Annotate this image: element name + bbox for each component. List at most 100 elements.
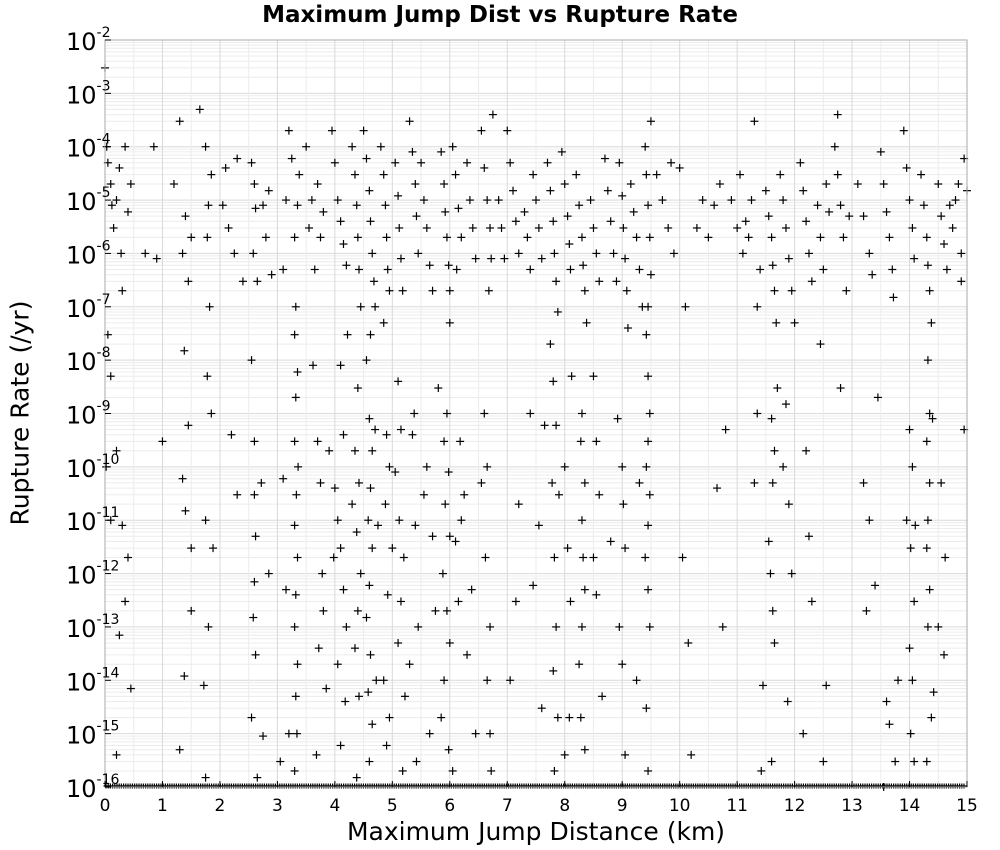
- data-point: [431, 606, 440, 615]
- data-point: [187, 233, 196, 242]
- data-point: [757, 766, 766, 775]
- data-point: [644, 437, 653, 446]
- data-point: [471, 729, 480, 738]
- data-point: [313, 437, 322, 446]
- x-tick-label: 10: [669, 796, 691, 816]
- data-point: [291, 692, 300, 701]
- data-point: [579, 553, 588, 562]
- data-point: [201, 516, 210, 525]
- data-point: [467, 585, 476, 594]
- data-point: [603, 186, 612, 195]
- data-point: [908, 223, 917, 232]
- data-point: [550, 553, 559, 562]
- data-point: [385, 713, 394, 722]
- data-point: [779, 196, 788, 205]
- data-point: [613, 414, 622, 423]
- data-point: [422, 462, 431, 471]
- data-point: [350, 446, 359, 455]
- data-point: [410, 409, 419, 418]
- data-point: [642, 170, 651, 179]
- data-point: [553, 307, 562, 316]
- data-point: [642, 330, 651, 339]
- data-point: [652, 170, 661, 179]
- data-point: [565, 713, 574, 722]
- data-point: [753, 302, 762, 311]
- data-point: [830, 142, 839, 151]
- data-point: [927, 713, 936, 722]
- data-point: [644, 372, 653, 381]
- data-point: [822, 681, 831, 690]
- y-tick-label: 10-9: [66, 399, 111, 430]
- data-point: [395, 516, 404, 525]
- data-point: [741, 217, 750, 226]
- data-point: [606, 217, 615, 226]
- data-point: [550, 766, 559, 775]
- data-point: [902, 163, 911, 172]
- data-point: [187, 606, 196, 615]
- data-point: [761, 186, 770, 195]
- data-point: [302, 142, 311, 151]
- data-point: [440, 180, 449, 189]
- data-point: [109, 223, 118, 232]
- data-point: [923, 622, 932, 631]
- data-point: [779, 462, 788, 471]
- data-point: [233, 490, 242, 499]
- data-point: [919, 201, 928, 210]
- data-point: [352, 528, 361, 537]
- data-point: [371, 425, 380, 434]
- data-point: [284, 126, 293, 135]
- data-point: [325, 446, 334, 455]
- data-point: [934, 180, 943, 189]
- y-tick-label: 10-11: [66, 505, 119, 536]
- data-point: [905, 425, 914, 434]
- data-point: [902, 516, 911, 525]
- data-point: [766, 569, 775, 578]
- data-point: [532, 196, 540, 205]
- data-point: [727, 196, 736, 205]
- data-point: [434, 384, 443, 393]
- data-point: [199, 681, 208, 690]
- data-point: [799, 729, 808, 738]
- data-point: [546, 186, 555, 195]
- data-point: [178, 474, 187, 483]
- data-point: [526, 409, 535, 418]
- data-point: [396, 597, 405, 606]
- data-point: [787, 569, 796, 578]
- data-point: [224, 223, 233, 232]
- data-point: [565, 240, 574, 249]
- data-point: [937, 212, 946, 221]
- data-point: [350, 644, 359, 653]
- data-point: [307, 196, 316, 205]
- data-point: [442, 233, 451, 242]
- data-point: [249, 613, 258, 622]
- data-point: [582, 318, 591, 327]
- data-point: [923, 356, 932, 365]
- data-point: [865, 516, 874, 525]
- data-point: [282, 585, 291, 594]
- data-point: [833, 110, 842, 119]
- data-point: [626, 180, 635, 189]
- data-point: [440, 437, 449, 446]
- data-point: [790, 318, 799, 327]
- data-point: [291, 393, 300, 402]
- data-point: [376, 142, 385, 151]
- data-point: [293, 367, 302, 376]
- x-axis-label: Maximum Jump Distance (km): [346, 817, 726, 846]
- data-point: [394, 638, 403, 647]
- data-point: [290, 437, 299, 446]
- data-point: [549, 377, 558, 386]
- data-point: [692, 223, 701, 232]
- data-point: [330, 158, 339, 167]
- data-point: [833, 170, 842, 179]
- data-point: [382, 430, 391, 439]
- data-point: [951, 196, 960, 205]
- data-point: [364, 688, 373, 697]
- data-point: [885, 233, 894, 242]
- data-point: [181, 506, 190, 515]
- data-point: [575, 201, 584, 210]
- data-point: [368, 446, 377, 455]
- data-point: [330, 484, 339, 493]
- x-tick-label: 15: [956, 796, 978, 816]
- data-point: [107, 201, 116, 210]
- data-point: [781, 223, 790, 232]
